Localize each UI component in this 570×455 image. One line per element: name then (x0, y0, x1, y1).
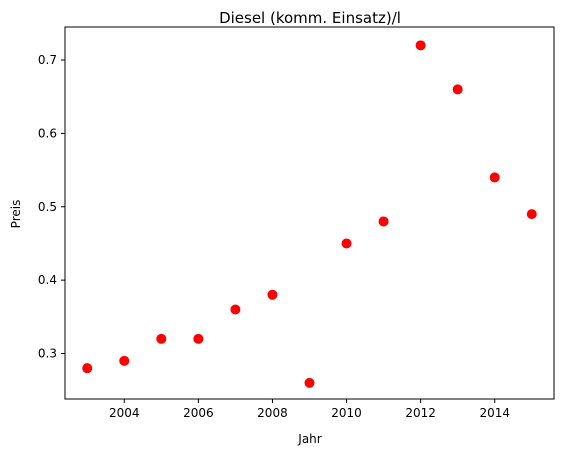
y-tick-label: 0.4 (38, 273, 57, 287)
chart-title: Diesel (komm. Einsatz)/l (219, 9, 401, 27)
data-point (267, 289, 278, 300)
data-point (341, 238, 352, 249)
x-axis-label: Jahr (297, 432, 321, 446)
data-point (156, 333, 167, 344)
x-axis-ticks: 2004 2006 2008 2010 2012 2014 (109, 399, 510, 420)
x-tick-label: 2004 (109, 406, 140, 420)
data-point (378, 216, 389, 227)
data-point (230, 304, 241, 315)
data-point (452, 84, 463, 95)
axes-frame (64, 26, 555, 400)
y-axis-ticks: 0.3 0.4 0.5 0.6 0.7 (38, 53, 65, 361)
x-tick-label: 2008 (257, 406, 288, 420)
data-points (82, 40, 537, 388)
x-tick-label: 2014 (479, 406, 510, 420)
x-tick-label: 2006 (183, 406, 214, 420)
data-point (82, 363, 93, 374)
data-point (304, 377, 315, 388)
y-tick-label: 0.6 (38, 126, 57, 140)
data-point (415, 40, 426, 51)
y-tick-label: 0.7 (38, 53, 57, 67)
y-tick-label: 0.5 (38, 200, 57, 214)
x-tick-label: 2010 (331, 406, 362, 420)
plot-area: 2004 2006 2008 2010 2012 2014 0.3 0.4 0.5 0.6 0.7 (38, 26, 555, 420)
y-axis-label: Preis (9, 200, 23, 229)
data-point (489, 172, 500, 183)
data-point (119, 355, 130, 366)
x-tick-label: 2012 (405, 406, 436, 420)
data-point (193, 333, 204, 344)
y-tick-label: 0.3 (38, 347, 57, 361)
data-point (526, 209, 537, 220)
